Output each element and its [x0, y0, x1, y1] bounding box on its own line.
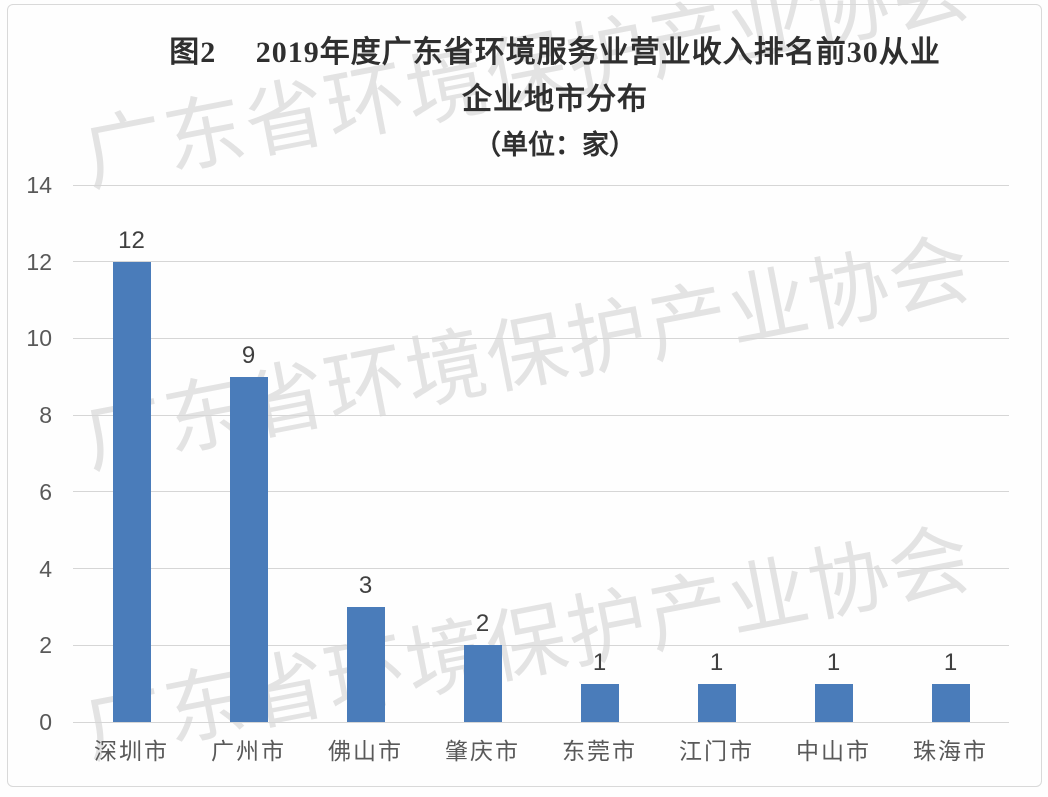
gridline — [73, 414, 1009, 416]
gridline — [73, 721, 1009, 723]
y-axis-tick-label: 10 — [26, 325, 52, 352]
bar — [931, 683, 970, 722]
y-axis-tick-label: 2 — [39, 632, 52, 659]
x-axis: 深圳市 广州市 佛山市 肇庆市 东莞市 江门市 中山市 珠海市 — [73, 735, 1009, 769]
bar — [112, 261, 151, 722]
x-category-label: 中山市 — [796, 738, 871, 764]
plot-area: 12 9 3 2 1 1 1 1 — [73, 184, 1009, 723]
x-category-label: 深圳市 — [94, 738, 169, 764]
chart-title-line-1: 图2 2019年度广东省环境服务业营业收入排名前30从业 — [169, 36, 941, 69]
gridline — [73, 568, 1009, 570]
gridline — [73, 261, 1009, 263]
y-axis-tick-label: 6 — [39, 478, 52, 505]
y-axis-tick-label: 0 — [39, 709, 52, 735]
y-axis-tick-label: 12 — [26, 248, 52, 275]
gridline — [73, 491, 1009, 493]
x-category-label: 佛山市 — [328, 738, 403, 764]
bar-value-label: 1 — [943, 648, 958, 676]
chart-unit-label: （单位：家） — [474, 130, 636, 160]
y-axis-tick-label: 14 — [26, 172, 52, 198]
bar-value-label: 1 — [826, 648, 841, 676]
bar — [697, 683, 736, 722]
x-category-label: 东莞市 — [562, 738, 637, 764]
bar-value-label: 3 — [358, 571, 373, 599]
gridline — [73, 644, 1009, 646]
x-category-label: 肇庆市 — [445, 738, 520, 764]
y-axis-tick-label: 8 — [39, 402, 52, 429]
bar-value-label: 9 — [241, 341, 256, 369]
y-axis-tick-label: 4 — [39, 555, 52, 582]
y-axis: 0 2 4 6 8 10 12 14 — [0, 172, 52, 735]
gridline — [73, 184, 1009, 186]
bar — [346, 606, 385, 722]
x-category-label: 珠海市 — [913, 738, 988, 764]
bar-value-label: 2 — [475, 610, 490, 638]
chart-title-line-2: 企业地市分布 — [462, 83, 648, 116]
x-category-label: 江门市 — [679, 738, 754, 764]
chart-title-block: 图2 2019年度广东省环境服务业营业收入排名前30从业 企业地市分布 （单位：… — [60, 29, 1048, 167]
gridline — [73, 337, 1009, 339]
bar — [814, 683, 853, 722]
bar-value-label: 1 — [592, 648, 607, 676]
bar — [463, 645, 502, 722]
bar — [229, 376, 268, 722]
x-category-label: 广州市 — [211, 738, 286, 764]
bar-value-label: 12 — [118, 226, 145, 254]
bar — [580, 683, 619, 722]
bar-value-label: 1 — [709, 648, 724, 676]
